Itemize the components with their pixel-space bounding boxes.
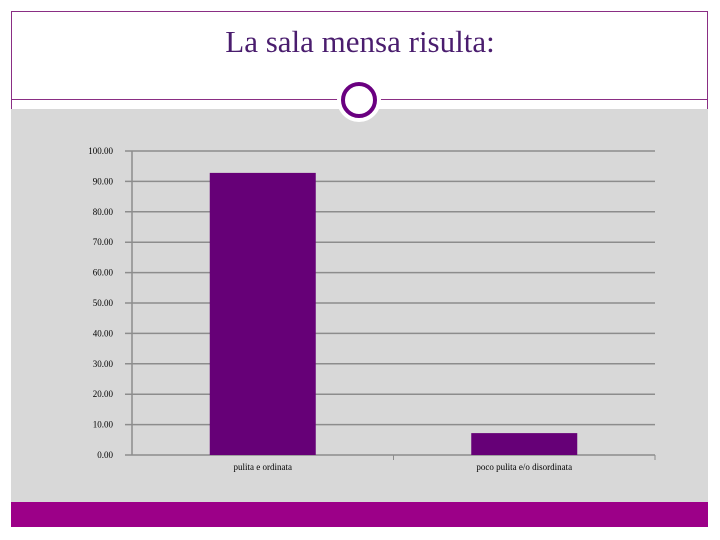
footer-bar bbox=[11, 502, 708, 527]
y-tick-label: 60.00 bbox=[93, 268, 114, 278]
chart-panel bbox=[11, 109, 708, 502]
y-tick-label: 90.00 bbox=[93, 176, 114, 186]
bar bbox=[209, 172, 316, 455]
slide-title: La sala mensa risulta: bbox=[225, 24, 495, 59]
y-tick-label: 70.00 bbox=[93, 237, 114, 247]
y-tick-label: 80.00 bbox=[93, 207, 114, 217]
y-tick-label: 10.00 bbox=[93, 420, 114, 430]
circle-ornament-icon bbox=[337, 78, 381, 122]
x-category-label: poco pulita e/o disordinata bbox=[476, 462, 572, 472]
y-tick-label: 50.00 bbox=[93, 298, 114, 308]
y-tick-label: 40.00 bbox=[93, 328, 114, 338]
x-category-label: pulita e ordinata bbox=[234, 462, 292, 472]
y-tick-label: 0.00 bbox=[97, 450, 113, 460]
y-tick-label: 100.00 bbox=[88, 146, 113, 156]
y-tick-label: 30.00 bbox=[93, 359, 114, 369]
bar bbox=[471, 433, 578, 455]
y-tick-label: 20.00 bbox=[93, 389, 114, 399]
